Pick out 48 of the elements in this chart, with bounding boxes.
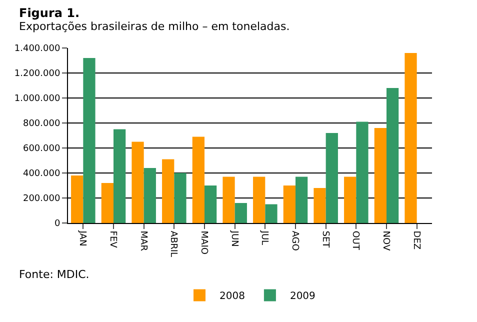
y-tick-label: 800.000	[22, 119, 60, 130]
x-tick-label: FEV	[108, 230, 118, 249]
x-tick-label: JAN	[77, 230, 88, 246]
bar	[326, 133, 338, 223]
chart-title: Figura 1.	[19, 6, 80, 20]
bar	[192, 136, 204, 223]
x-tick-label: ABRIL	[168, 230, 178, 258]
bar	[404, 53, 417, 223]
x-tick-label: OUT	[350, 230, 360, 250]
bar	[265, 204, 278, 223]
bar	[356, 122, 368, 223]
bar	[114, 129, 126, 223]
x-tick-label: JUL	[259, 230, 270, 246]
x-tick-label: MAIO	[198, 230, 209, 254]
y-tick-label: 1.200.000	[14, 69, 60, 80]
legend-label: 2009	[290, 291, 316, 302]
bar	[234, 203, 247, 223]
bar	[283, 186, 296, 223]
x-tick-label: DEZ	[410, 230, 421, 250]
x-tick-label: NOV	[380, 230, 391, 252]
bar	[344, 176, 356, 223]
bar	[314, 188, 326, 223]
bar	[296, 176, 308, 223]
bar	[204, 186, 217, 223]
bar	[374, 128, 386, 223]
x-tick-label: JUN	[228, 230, 239, 247]
y-tick-label: 1.000.000	[14, 94, 60, 104]
bar	[386, 88, 399, 223]
y-tick-label: 1.400.000	[14, 44, 60, 54]
bar	[83, 58, 96, 223]
source-note: Fonte: MDIC.	[19, 268, 90, 281]
bar	[101, 183, 114, 223]
bar	[71, 176, 84, 223]
bar	[132, 142, 144, 223]
chart-subtitle: Exportações brasileiras de milho – em toneladas.	[19, 20, 290, 33]
bar	[162, 159, 174, 223]
y-tick-label: 0	[54, 219, 60, 230]
y-tick-label: 600.000	[22, 144, 60, 154]
y-tick-label: 200.000	[22, 194, 60, 204]
x-tick-label: AGO	[290, 230, 300, 251]
x-tick-label: SET	[320, 230, 330, 248]
bar	[174, 173, 186, 223]
bar	[253, 176, 266, 223]
bar	[222, 176, 235, 223]
x-tick-label: MAR	[138, 230, 148, 251]
legend-label: 2008	[220, 291, 245, 302]
y-tick-label: 400.000	[22, 169, 60, 180]
bar	[144, 168, 156, 223]
